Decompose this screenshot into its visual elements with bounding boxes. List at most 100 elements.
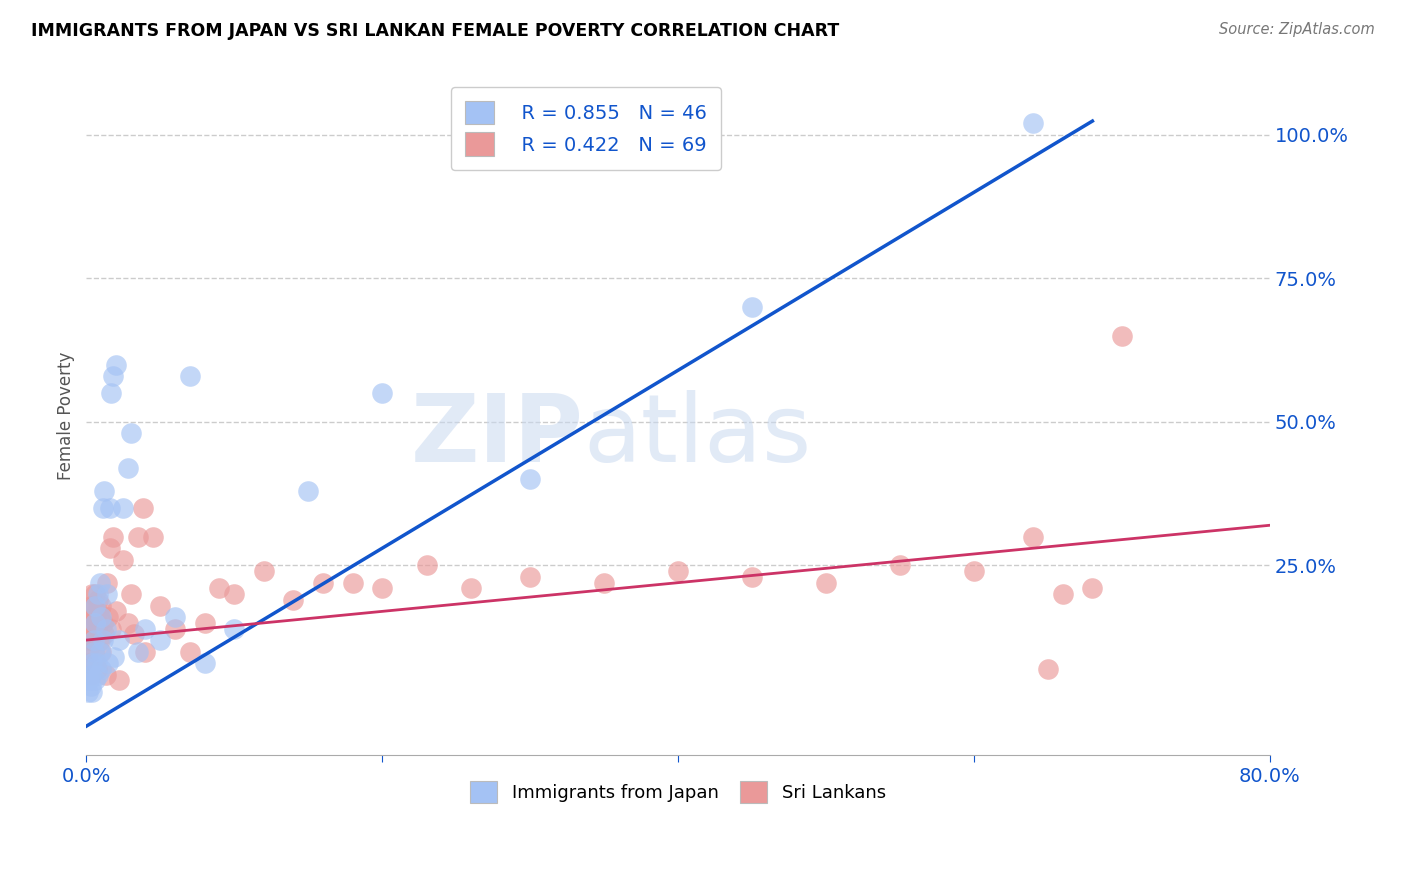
Point (89, 633, 111, 648)
Point (120, 426, 142, 441)
Point (741, 570, 763, 584)
Point (84, 587, 107, 601)
Point (1036, 662, 1059, 676)
Point (91, 615, 114, 630)
Point (460, 582, 482, 596)
Point (83, 644, 105, 658)
Point (165, 622, 187, 636)
Point (84, 599, 107, 613)
Point (77, 604, 100, 618)
Point (101, 530, 124, 544)
Point (77, 633, 100, 648)
Point (104, 604, 127, 618)
Point (519, 570, 541, 584)
Point (101, 369, 124, 384)
Point (117, 460, 139, 475)
Point (86, 604, 108, 618)
Point (142, 530, 165, 544)
Text: atlas: atlas (583, 391, 811, 483)
Point (112, 552, 135, 566)
Point (134, 622, 156, 636)
Point (122, 627, 145, 641)
Point (312, 575, 335, 590)
Legend: Immigrants from Japan, Sri Lankans: Immigrants from Japan, Sri Lankans (460, 770, 897, 814)
Point (83, 633, 105, 648)
Point (98, 501, 121, 516)
Point (76, 644, 98, 658)
Point (90, 599, 112, 613)
Point (1081, 582, 1104, 596)
Point (82, 633, 104, 648)
Point (127, 530, 149, 544)
Text: Source: ZipAtlas.com: Source: ZipAtlas.com (1219, 22, 1375, 37)
Point (371, 386, 394, 401)
Point (91, 633, 114, 648)
Point (519, 472, 541, 486)
Text: ZIP: ZIP (411, 391, 583, 483)
Point (83, 599, 105, 613)
Point (149, 599, 172, 613)
Point (94, 667, 117, 681)
Point (666, 564, 689, 578)
Point (97, 656, 120, 670)
Point (80, 667, 103, 681)
Point (283, 593, 305, 607)
Point (80, 667, 103, 681)
Point (889, 558, 911, 573)
Point (815, 575, 838, 590)
Point (98, 541, 121, 556)
Point (86, 662, 108, 676)
Point (84, 627, 107, 641)
Point (89, 610, 111, 624)
Point (84, 673, 107, 688)
Point (87, 615, 110, 630)
Point (89, 644, 111, 658)
Point (224, 587, 246, 601)
Point (76, 615, 98, 630)
Point (91, 501, 114, 516)
Point (82, 587, 104, 601)
Point (134, 644, 156, 658)
Point (89, 575, 111, 590)
Point (76, 685, 98, 699)
Point (127, 644, 149, 658)
Point (963, 564, 986, 578)
Point (82, 656, 104, 670)
Point (117, 615, 139, 630)
Point (179, 369, 201, 384)
Point (120, 587, 142, 601)
Point (96, 575, 118, 590)
Point (253, 564, 276, 578)
Point (82, 615, 104, 630)
Point (80, 622, 103, 636)
Point (83, 610, 105, 624)
Point (90, 662, 112, 676)
Point (77, 673, 100, 688)
Point (108, 673, 131, 688)
Point (194, 615, 217, 630)
Point (77, 662, 100, 676)
Point (83, 644, 105, 658)
Point (97, 610, 120, 624)
Point (86, 656, 108, 670)
Point (94, 622, 117, 636)
Point (96, 587, 118, 601)
Point (131, 501, 153, 516)
Text: IMMIGRANTS FROM JAPAN VS SRI LANKAN FEMALE POVERTY CORRELATION CHART: IMMIGRANTS FROM JAPAN VS SRI LANKAN FEMA… (31, 22, 839, 40)
Point (194, 656, 217, 670)
Point (84, 615, 107, 630)
Point (208, 582, 231, 596)
Point (1022, 116, 1045, 130)
Point (86, 622, 108, 636)
Point (90, 610, 112, 624)
Point (93, 483, 115, 498)
Point (77, 656, 100, 670)
Point (415, 558, 437, 573)
Point (297, 483, 319, 498)
Point (371, 582, 394, 596)
Point (103, 650, 125, 665)
Point (87, 587, 110, 601)
Point (84, 656, 107, 670)
Point (93, 627, 115, 641)
Y-axis label: Female Poverty: Female Poverty (58, 352, 75, 481)
